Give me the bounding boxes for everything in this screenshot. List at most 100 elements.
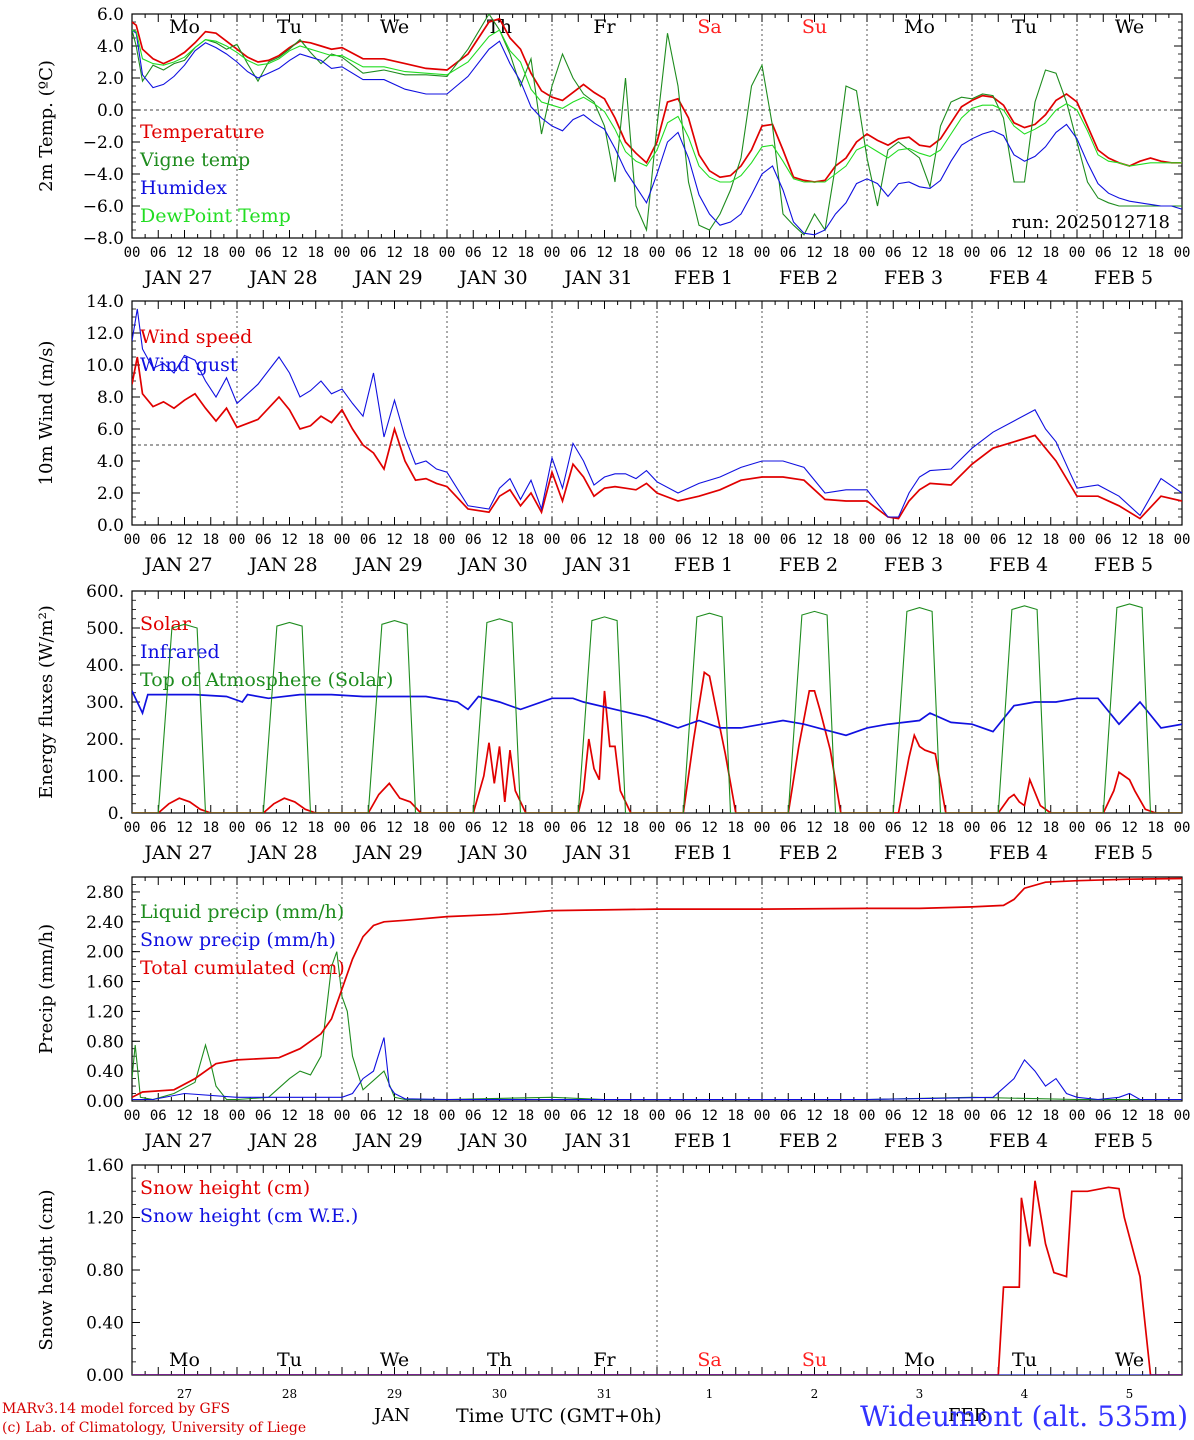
series-line-dewpoint-temp: [132, 29, 1182, 183]
x-hour-label: 18: [622, 820, 639, 836]
x-hour-label: 18: [307, 820, 324, 836]
x-hour-label: 00: [229, 820, 246, 836]
x-hour-label: 00: [754, 820, 771, 836]
credit-model-text: MARv3.14 model forced by GFS: [2, 1401, 231, 1417]
x-hour-label: 18: [307, 245, 324, 261]
x-hour-label: 12: [806, 532, 823, 548]
x-date-label: JAN 29: [352, 267, 422, 289]
x-hour-label: 06: [465, 820, 482, 836]
weekday-label: Tu: [277, 1349, 302, 1371]
x-hour-label: 18: [202, 245, 219, 261]
x-hour-label: 18: [727, 245, 744, 261]
series-line-snow-height-cm-: [132, 1180, 1182, 1375]
y-tick-label: 0.40: [86, 1314, 124, 1334]
x-date-label: FEB 4: [989, 842, 1048, 864]
y-tick-label: 8.0: [97, 388, 124, 408]
x-hour-label: 12: [911, 532, 928, 548]
x-hour-label: 06: [465, 245, 482, 261]
x-hour-label: 00: [124, 532, 141, 548]
x-hour-label: 00: [544, 1108, 561, 1124]
x-date-label: FEB 5: [1094, 1130, 1153, 1152]
x-hour-label: 06: [570, 1108, 587, 1124]
x-hour-label: 18: [832, 245, 849, 261]
series-line-wind-speed: [132, 356, 1182, 520]
weekday-label: We: [380, 1349, 409, 1371]
x-hour-label: 12: [281, 532, 298, 548]
x-date-label: FEB 2: [779, 842, 838, 864]
x-hour-label: 12: [701, 1108, 718, 1124]
x-date-label: FEB 4: [989, 554, 1048, 576]
x-day-number: 2: [811, 1387, 819, 1401]
x-hour-label: 00: [1069, 245, 1086, 261]
y-axis-label: Precip (mm/h): [36, 924, 57, 1054]
weekday-label: Mo: [169, 16, 200, 38]
x-hour-label: 00: [1069, 532, 1086, 548]
x-hour-label: 18: [727, 1108, 744, 1124]
x-hour-label: 00: [439, 1108, 456, 1124]
x-hour-label: 12: [701, 245, 718, 261]
x-hour-label: 00: [754, 1108, 771, 1124]
x-date-label: FEB 1: [674, 267, 733, 289]
x-hour-label: 18: [412, 245, 429, 261]
x-date-label: JAN 28: [247, 1130, 317, 1152]
x-hour-label: 00: [859, 1108, 876, 1124]
y-tick-label: 0.40: [86, 1062, 124, 1082]
x-hour-label: 06: [360, 820, 377, 836]
x-hour-label: 12: [1121, 1108, 1138, 1124]
x-date-label: FEB 2: [779, 1130, 838, 1152]
x-hour-label: 12: [806, 820, 823, 836]
x-date-label: JAN 29: [352, 842, 422, 864]
x-day-number: 27: [177, 1387, 192, 1401]
legend-entry: Wind speed: [140, 326, 252, 348]
x-hour-label: 12: [596, 245, 613, 261]
x-hour-label: 12: [1121, 532, 1138, 548]
x-hour-label: 18: [307, 1108, 324, 1124]
y-tick-label: −4.0: [83, 165, 124, 185]
x-hour-label: 06: [780, 820, 797, 836]
x-hour-label: 00: [859, 532, 876, 548]
x-hour-label: 18: [1147, 1108, 1164, 1124]
y-tick-label: 600.: [86, 582, 124, 602]
x-hour-label: 18: [727, 532, 744, 548]
weekday-label: Fr: [593, 1349, 616, 1371]
y-tick-label: 1.60: [86, 973, 124, 993]
legend-entry: Snow height (cm W.E.): [140, 1205, 358, 1227]
x-hour-label: 12: [701, 820, 718, 836]
x-hour-label: 18: [622, 532, 639, 548]
y-tick-label: −6.0: [83, 197, 124, 217]
x-hour-label: 12: [176, 1108, 193, 1124]
x-hour-label: 12: [596, 532, 613, 548]
x-hour-label: 06: [255, 1108, 272, 1124]
x-hour-label: 06: [570, 532, 587, 548]
x-hour-label: 18: [937, 820, 954, 836]
weekday-label: Su: [802, 1349, 827, 1371]
x-hour-label: 12: [176, 532, 193, 548]
x-day-number: 31: [597, 1387, 612, 1401]
x-hour-label: 12: [386, 1108, 403, 1124]
x-hour-label: 12: [386, 532, 403, 548]
x-hour-label: 18: [1147, 532, 1164, 548]
series-line-infrared: [132, 690, 1182, 737]
x-date-label: FEB 1: [674, 842, 733, 864]
x-hour-label: 00: [334, 245, 351, 261]
x-hour-label: 00: [439, 820, 456, 836]
x-hour-label: 06: [1095, 1108, 1112, 1124]
x-hour-label: 18: [1147, 245, 1164, 261]
x-hour-label: 18: [937, 245, 954, 261]
legend-entry: Wind gust: [140, 354, 238, 376]
x-hour-label: 06: [465, 1108, 482, 1124]
x-date-label: JAN 27: [142, 842, 212, 864]
x-date-label: JAN 27: [142, 1130, 212, 1152]
x-hour-label: 00: [754, 245, 771, 261]
y-tick-label: 6.0: [97, 420, 124, 440]
x-hour-label: 06: [990, 1108, 1007, 1124]
x-date-label: JAN 28: [247, 267, 317, 289]
y-axis-label: Snow height (cm): [36, 1189, 57, 1350]
y-tick-label: 2.00: [86, 943, 124, 963]
x-date-label: JAN 30: [457, 842, 527, 864]
x-hour-label: 00: [1174, 1108, 1191, 1124]
x-hour-label: 18: [832, 532, 849, 548]
x-hour-label: 18: [832, 1108, 849, 1124]
series-line-humidex: [132, 29, 1182, 236]
